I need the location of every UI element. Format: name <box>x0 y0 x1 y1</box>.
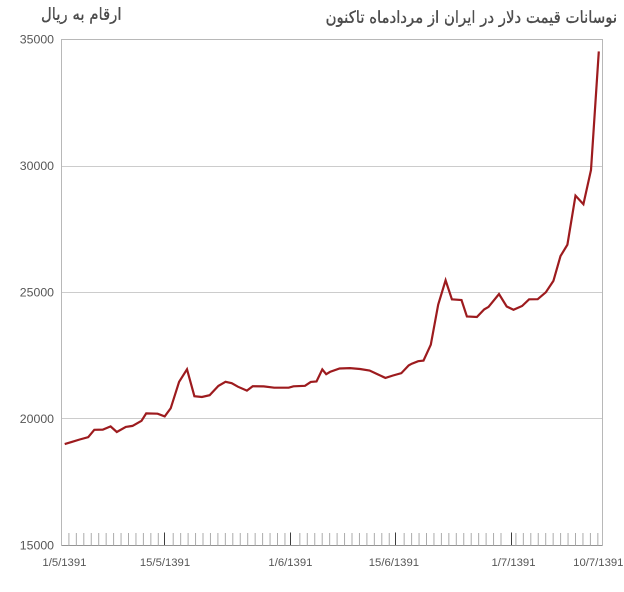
svg-text:1/7/1391: 1/7/1391 <box>492 557 536 569</box>
svg-text:20000: 20000 <box>20 412 54 426</box>
svg-text:1/5/1391: 1/5/1391 <box>42 557 86 569</box>
svg-text:1/6/1391: 1/6/1391 <box>268 557 312 569</box>
svg-text:35000: 35000 <box>20 33 54 47</box>
svg-text:15/5/1391: 15/5/1391 <box>140 557 190 569</box>
svg-text:10/7/1391: 10/7/1391 <box>573 557 623 569</box>
svg-text:15/6/1391: 15/6/1391 <box>369 557 419 569</box>
svg-text:15000: 15000 <box>20 539 54 553</box>
svg-text:30000: 30000 <box>20 159 54 173</box>
svg-text:25000: 25000 <box>20 286 54 300</box>
